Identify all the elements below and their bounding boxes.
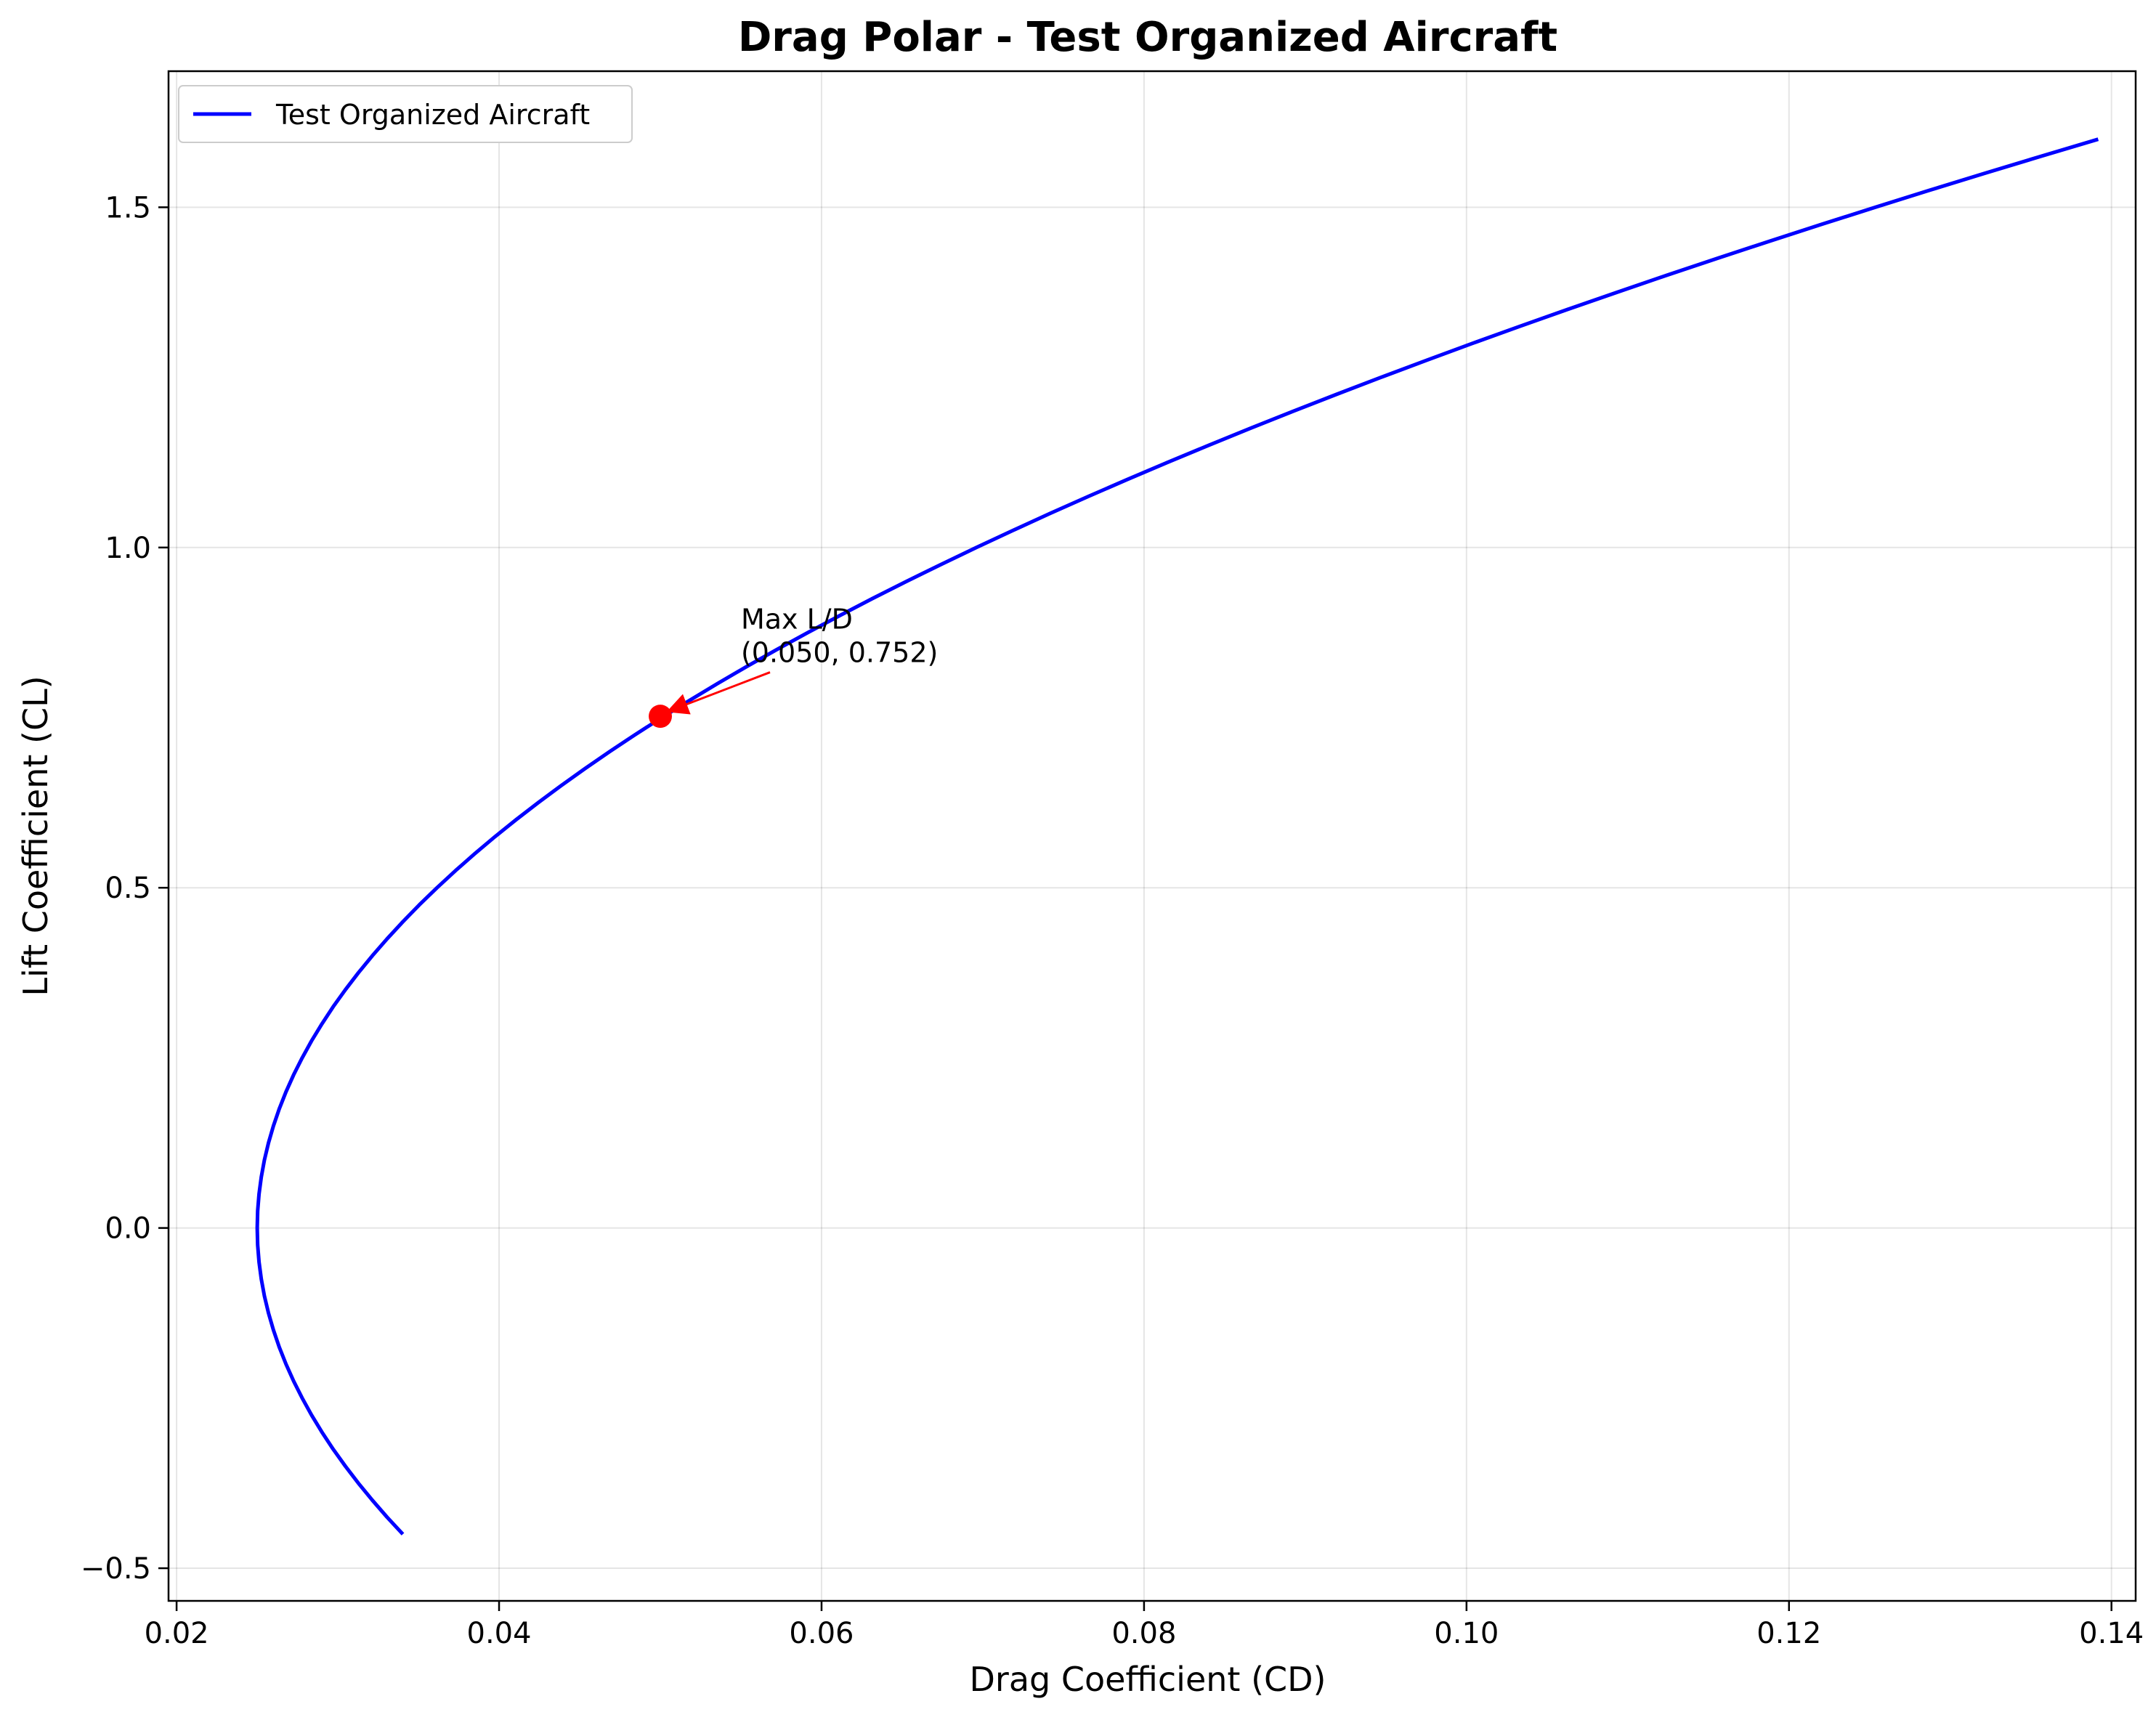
annotation-layer: Max L/D(0.050, 0.752) (649, 604, 938, 729)
x-tick-label: 0.10 (1434, 1617, 1499, 1650)
y-axis-label: Lift Coefficient (CL) (16, 676, 55, 996)
chart-title: Drag Polar - Test Organized Aircraft (738, 14, 1557, 61)
legend-label: Test Organized Aircraft (275, 99, 590, 131)
x-tick-label: 0.02 (145, 1617, 209, 1650)
y-axis: −0.5 0.0 0.5 1.0 1.5 (81, 191, 169, 1586)
x-tick-label: 0.06 (789, 1617, 854, 1650)
y-tick-label: 0.5 (105, 872, 151, 905)
y-tick-label: 0.0 (105, 1212, 151, 1246)
grid (169, 71, 2136, 1601)
x-tick-label: 0.14 (2079, 1617, 2144, 1650)
x-tick-label: 0.12 (1756, 1617, 1821, 1650)
annotation-title: Max L/D (741, 604, 853, 636)
x-axis-label: Drag Coefficient (CD) (970, 1660, 1326, 1699)
y-tick-label: 1.0 (105, 532, 151, 565)
series-layer (255, 137, 2099, 1536)
x-tick-label: 0.08 (1111, 1617, 1176, 1650)
annotation-arrow (666, 671, 771, 715)
x-axis: 0.02 0.04 0.06 0.08 0.10 0.12 0.14 (145, 1601, 2144, 1650)
y-tick-label: 1.5 (105, 191, 151, 224)
plot-frame (167, 70, 2137, 1602)
max-ld-point (649, 705, 672, 729)
legend: Test Organized Aircraft (178, 85, 633, 143)
series-line (255, 137, 2099, 1536)
legend-box (178, 85, 633, 143)
x-tick-label: 0.04 (467, 1617, 532, 1650)
y-tick-label: −0.5 (81, 1552, 151, 1586)
annotation-coordinates: (0.050, 0.752) (741, 637, 938, 669)
